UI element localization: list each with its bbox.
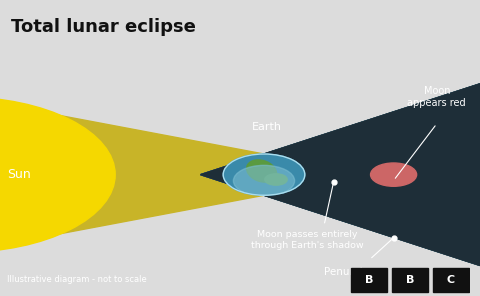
Text: Sun: Sun <box>7 168 31 181</box>
Polygon shape <box>201 175 480 266</box>
Polygon shape <box>201 84 480 266</box>
Ellipse shape <box>265 174 287 185</box>
Ellipse shape <box>247 160 276 182</box>
Text: B: B <box>364 275 373 285</box>
Circle shape <box>0 97 115 252</box>
Text: Illustrative diagram - not to scale: Illustrative diagram - not to scale <box>7 275 147 284</box>
Text: C: C <box>447 275 455 285</box>
Polygon shape <box>0 154 264 175</box>
FancyBboxPatch shape <box>350 268 387 292</box>
Polygon shape <box>0 97 264 252</box>
FancyBboxPatch shape <box>392 268 428 292</box>
Circle shape <box>223 154 305 195</box>
Text: Moon
appears red: Moon appears red <box>408 86 466 108</box>
Text: Earth: Earth <box>252 122 281 132</box>
Circle shape <box>371 163 417 186</box>
Text: B: B <box>406 275 414 285</box>
Polygon shape <box>0 175 264 195</box>
Text: Moon passes entirely
through Earth's shadow: Moon passes entirely through Earth's sha… <box>251 231 363 250</box>
Circle shape <box>233 165 295 196</box>
Text: Total lunar eclipse: Total lunar eclipse <box>11 18 195 36</box>
Text: Penumbra: Penumbra <box>324 267 377 277</box>
FancyBboxPatch shape <box>433 268 469 292</box>
Polygon shape <box>201 84 480 175</box>
